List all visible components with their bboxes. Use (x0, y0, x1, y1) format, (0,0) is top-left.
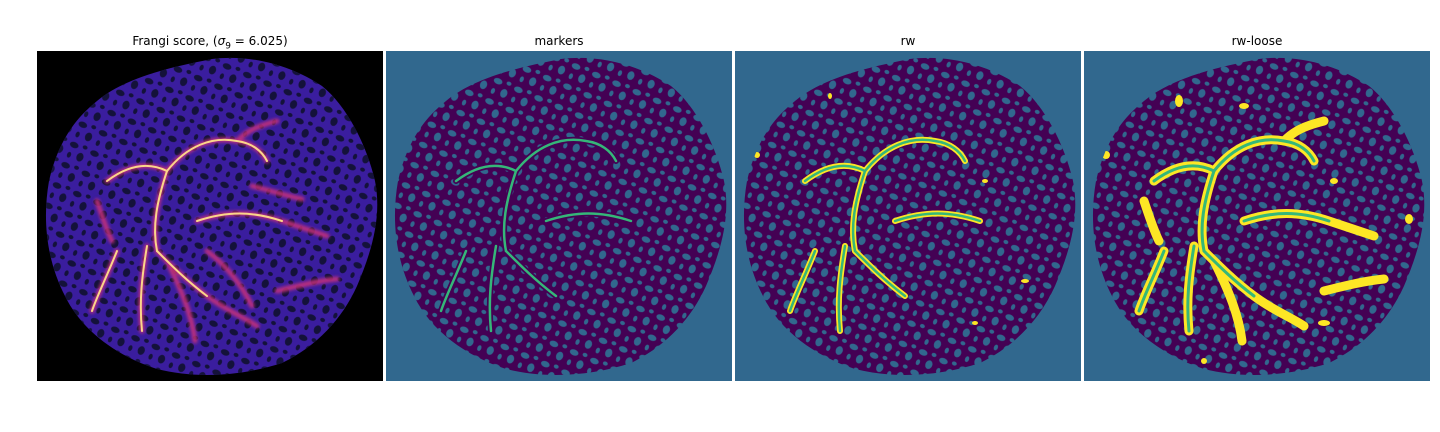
panel-markers-image (386, 51, 732, 381)
panel-title-frangi: Frangi score, (σ9 = 6.025) (37, 32, 383, 52)
title-sigma: σ (217, 34, 226, 48)
title-sigma-sub: 9 (225, 41, 231, 52)
title-prefix: Frangi score, ( (132, 34, 218, 48)
panel-frangi-image (37, 51, 383, 381)
panel-rw-loose-image (1084, 51, 1430, 381)
panel-title-rw-loose: rw-loose (1231, 34, 1283, 48)
panel-rw-image (735, 51, 1081, 381)
panel-title-rw: rw (900, 34, 916, 48)
frangi-image (37, 51, 383, 381)
title-suffix: = 6.025) (230, 34, 288, 48)
rw-image (735, 51, 1081, 381)
markers-image (386, 51, 732, 381)
panel-title-markers: markers (534, 34, 584, 48)
rw-loose-image (1084, 51, 1430, 381)
